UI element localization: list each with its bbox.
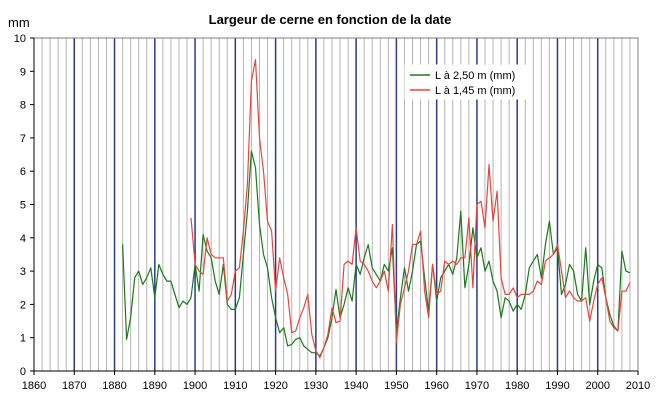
y-axis-label: mm [8,15,30,30]
series-line-2 [190,58,631,359]
legend-box [404,64,528,100]
y-tick-label: 8 [20,100,26,112]
y-tick-label: 10 [14,33,26,45]
x-tick-label: 1890 [143,380,167,392]
x-tick-label: 1920 [263,380,287,392]
legend-label-1: L à 2,50 m (mm) [435,70,515,82]
series-line-1 [122,150,631,357]
x-tick-label: 1940 [344,380,368,392]
x-tick-label: 1970 [465,380,489,392]
x-tick-label: 1960 [424,380,448,392]
x-tick-label: 1930 [304,380,328,392]
y-tick-label: 0 [20,366,26,378]
legend-label-2: L à 1,45 m (mm) [435,85,515,97]
x-tick-label: 1950 [384,380,408,392]
x-tick-label: 1900 [183,380,207,392]
tick-labels: 0 1 2 3 4 5 6 7 8 9 10 1860 1870 1880 1890 1900 1910 1920… [14,33,650,392]
y-tick-label: 2 [20,299,26,311]
x-tick-label: 1980 [505,380,529,392]
x-tick-label: 2000 [585,380,609,392]
y-tick-label: 3 [20,266,26,278]
x-tick-label: 1860 [22,380,46,392]
x-tick-label: 1990 [545,380,569,392]
data-series [122,58,631,359]
y-tick-label: 1 [20,333,26,345]
x-tick-label: 1910 [223,380,247,392]
y-tick-label: 4 [20,233,26,245]
chart-title: Largeur de cerne en fonction de la date [209,12,452,27]
y-tick-label: 7 [20,133,26,145]
x-tick-label: 1880 [102,380,126,392]
y-tick-label: 6 [20,166,26,178]
y-tick-label: 5 [20,200,26,212]
legend: L à 2,50 m (mm) L à 1,45 m (mm) [404,64,528,100]
y-tick-label: 9 [20,66,26,78]
x-tick-label: 2010 [626,380,650,392]
x-tick-label: 1870 [62,380,86,392]
